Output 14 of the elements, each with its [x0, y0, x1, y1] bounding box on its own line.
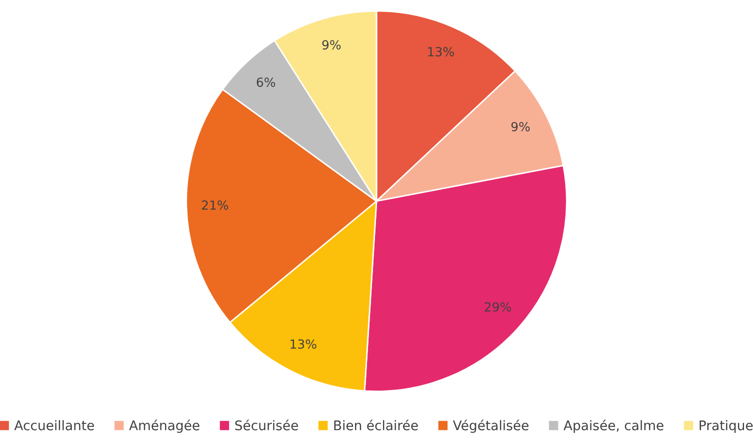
data-label: 9% — [511, 122, 530, 132]
data-label: 13% — [428, 46, 454, 56]
legend-label: Pratique — [700, 420, 753, 433]
data-label: 29% — [484, 302, 511, 312]
legend-label: Végétalisée — [452, 420, 528, 433]
legend-label: Sécurisée — [235, 420, 298, 430]
data-label: 6% — [256, 78, 276, 87]
data-label: 13% — [290, 339, 316, 349]
legend-label: Bien éclairée — [334, 420, 418, 430]
legend-label: Accueillante — [14, 420, 94, 430]
data-label: 9% — [322, 40, 341, 50]
data-label: 21% — [202, 200, 228, 210]
legend-label: Apaisée, calme — [564, 420, 664, 433]
legend-label: Aménagée — [129, 420, 200, 433]
